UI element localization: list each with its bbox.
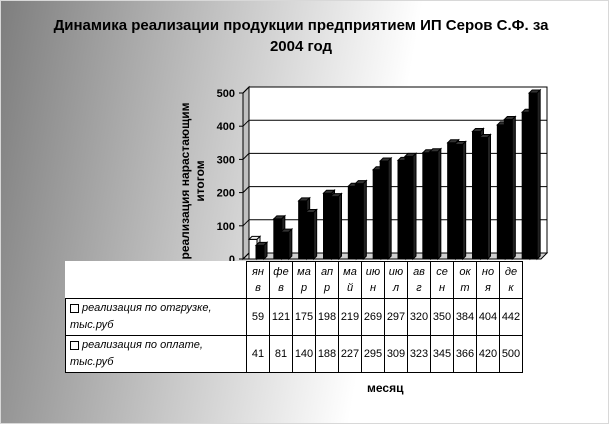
bar-payment [329, 192, 343, 261]
table-header-row: ян в фе в ма р ап р ма й ию н ию л ав г се н ок т но я де к [66, 261, 523, 299]
bar-payment [453, 140, 467, 261]
legend-key-icon [70, 303, 79, 313]
data-label: 297 [384, 298, 408, 336]
bar-payment [279, 227, 294, 261]
bar-payment [403, 152, 418, 261]
table-row: реализация по оплате, тыс.руб 41 81 140 188 2… [65, 335, 523, 373]
x-tick-label: фе в [269, 261, 293, 299]
grid-line-diagonal [242, 119, 250, 127]
data-label: 188 [315, 335, 339, 373]
data-label: 121 [269, 298, 293, 336]
x-tick-label: ию н [361, 261, 385, 299]
grid-line-diagonal [242, 86, 250, 94]
bar-payment [354, 179, 368, 261]
grid-line-diagonal [242, 153, 250, 160]
x-tick-label: ма й [338, 261, 362, 299]
x-tick-label: ок т [453, 261, 477, 299]
x-tick-label: ию л [384, 261, 408, 299]
data-label: 295 [361, 335, 385, 373]
legend-key-icon [70, 340, 79, 350]
data-label: 366 [453, 335, 477, 373]
y-tick-label: 400 [217, 121, 235, 133]
bar-payment [478, 133, 492, 261]
bar-payment [378, 156, 393, 261]
y-tick-label: 500 [217, 88, 235, 100]
y-tick-label: 300 [217, 154, 235, 166]
grid-line-diagonal [242, 219, 250, 227]
x-tick-label: ап р [315, 261, 339, 299]
data-label: 323 [407, 335, 431, 373]
legend-entry: реализация по оплате, тыс.руб [65, 335, 247, 373]
data-label: 59 [246, 298, 270, 336]
bar-payment [304, 208, 318, 261]
data-label: 41 [246, 335, 270, 373]
data-label: 269 [361, 298, 385, 336]
data-label: 345 [430, 335, 454, 373]
bar-payment [503, 115, 517, 261]
x-tick-label: но я [476, 261, 500, 299]
data-label: 500 [499, 335, 523, 373]
data-label: 227 [338, 335, 362, 373]
x-tick-label: ян в [246, 261, 270, 299]
x-tick-label: ав г [407, 261, 431, 299]
plot-area: 0 100 200 300 400 500 [217, 85, 549, 266]
bar-payment [254, 241, 269, 261]
plot-side-wall [242, 85, 250, 261]
table-corner [66, 262, 247, 299]
data-label: 442 [499, 298, 523, 336]
data-table: ян в фе в ма р ап р ма й ию н ию л ав г се н ок т но я де к реал… [65, 261, 523, 373]
y-tick-label: 200 [217, 188, 235, 200]
data-label: 404 [476, 298, 500, 336]
data-label: 384 [453, 298, 477, 336]
data-label: 350 [430, 298, 454, 336]
data-label: 309 [384, 335, 408, 373]
chart-title: Динамика реализации продукции предприяти… [53, 17, 549, 55]
y-tick-label: 0 [229, 254, 235, 266]
x-tick-label: де к [499, 261, 523, 299]
x-axis-label: месяц [367, 381, 404, 395]
grid-line-diagonal [242, 252, 250, 260]
data-label: 320 [407, 298, 431, 336]
grid-line-diagonal [242, 186, 250, 193]
data-label: 175 [292, 298, 316, 336]
data-label: 420 [476, 335, 500, 373]
y-tick-label: 100 [217, 221, 235, 233]
table-row: реализация по отгрузке, тыс.руб 59 121 175 1… [65, 298, 523, 336]
x-tick-label: се н [430, 261, 454, 299]
x-tick-label: ма р [292, 261, 316, 299]
data-label: 198 [315, 298, 339, 336]
bar-payment [428, 147, 443, 261]
legend-entry: реализация по отгрузке, тыс.руб [65, 298, 247, 336]
data-label: 140 [292, 335, 316, 373]
data-label: 81 [269, 335, 293, 373]
bar-payment [527, 88, 542, 261]
data-label: 219 [338, 298, 362, 336]
